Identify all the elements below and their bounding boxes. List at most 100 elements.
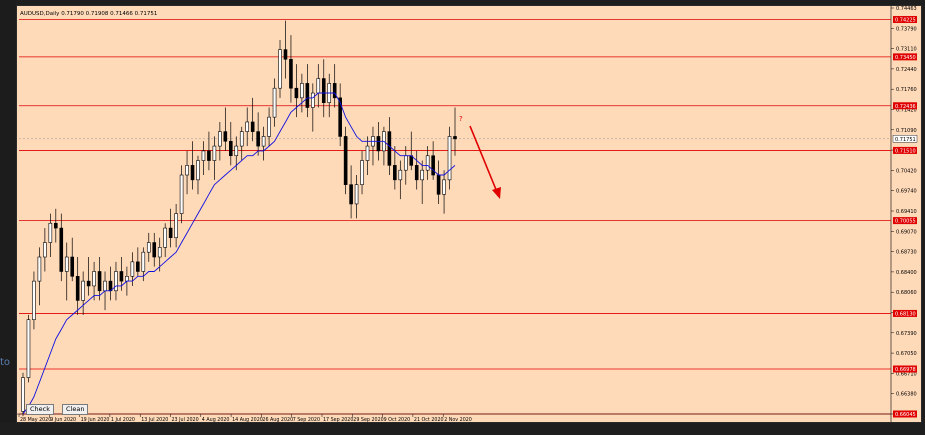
candle-body — [37, 256, 42, 282]
candle-body — [294, 87, 299, 99]
level-price-tag — [893, 146, 917, 154]
check-button[interactable]: Check — [26, 404, 54, 415]
price-tick-label: 0.67390 — [896, 331, 917, 337]
time-tick-label: 14 Aug 2020 — [232, 417, 263, 422]
candle-body — [343, 136, 348, 185]
candle-body — [442, 179, 446, 195]
candle-body — [349, 184, 353, 205]
candle-body — [212, 145, 217, 161]
time-tick-label: 9 Jun 2020 — [50, 417, 76, 422]
time-tick-label: 4 Aug 2020 — [202, 417, 230, 422]
current-price-label: 0.71751 — [895, 137, 916, 143]
price-tick-label: 0.69070 — [896, 229, 917, 235]
candle-body — [146, 242, 151, 253]
candle-body — [32, 280, 36, 321]
annotation-question-mark: ? — [459, 115, 463, 123]
candle-body — [81, 280, 85, 301]
candle-body — [250, 121, 255, 132]
candle-body — [387, 131, 392, 166]
price-tick-label: 0.69740 — [896, 189, 917, 195]
candle-body — [338, 97, 342, 137]
candle-body — [453, 136, 457, 140]
candle-body — [420, 169, 424, 181]
candle-body — [92, 271, 96, 287]
candle-body — [64, 256, 69, 272]
price-chart[interactable]: AUDUSD,Daily 0.71790 0.71908 0.71466 0.7… — [17, 6, 921, 422]
candle-body — [360, 160, 364, 185]
candle-body — [174, 213, 178, 239]
level-price-tag — [893, 309, 917, 317]
time-tick-label: 9 Oct 2020 — [384, 417, 411, 422]
price-tick-label: 0.69410 — [896, 209, 917, 215]
candle-body — [152, 242, 157, 258]
candle-body — [54, 222, 58, 229]
candle-body — [86, 280, 91, 287]
candle-body — [321, 78, 326, 103]
level-price-label: 0.74225 — [895, 17, 916, 23]
price-tick-label: 0.68060 — [896, 290, 917, 296]
candle-body — [267, 116, 271, 137]
candle-body — [163, 227, 167, 248]
candle-body — [300, 83, 304, 99]
time-tick-label: 21 Oct 2020 — [414, 417, 444, 422]
price-tick-label: 0.71090 — [896, 128, 917, 134]
candle-body — [431, 155, 435, 176]
candle-body — [190, 165, 195, 181]
clean-button[interactable]: Clean — [62, 404, 89, 415]
candle-body — [21, 377, 25, 412]
candle-body — [43, 242, 47, 258]
price-tick-label: 0.73110 — [896, 47, 917, 53]
candle-body — [218, 131, 222, 147]
time-tick-label: 23 Jul 2020 — [172, 417, 199, 422]
price-tick-label: 0.71420 — [896, 108, 917, 114]
time-tick-label: 19 Jun 2020 — [81, 417, 110, 422]
candle-body — [125, 276, 129, 282]
price-tick-label: 0.72440 — [896, 67, 917, 73]
time-tick-label: 29 Sep 2020 — [353, 417, 383, 422]
candle-body — [272, 87, 277, 118]
candle-body — [403, 155, 408, 171]
price-tick-label: 0.74463 — [896, 6, 917, 12]
candle-body — [157, 247, 162, 258]
candle-body — [196, 160, 200, 181]
candle-body — [278, 49, 282, 89]
status-strip — [0, 423, 925, 435]
candle-body — [136, 261, 140, 272]
time-tick-label: 13 Jul 2020 — [141, 417, 168, 422]
candle-body — [311, 92, 315, 108]
down-arrow-icon[interactable] — [469, 125, 501, 199]
level-price-tag — [893, 217, 917, 225]
time-tick-label: 28 May 2020 — [20, 417, 51, 422]
candle-body — [179, 174, 184, 214]
candle-body — [245, 121, 250, 132]
level-price-tag — [893, 365, 917, 373]
candle-body — [119, 271, 124, 282]
candle-body — [447, 136, 452, 181]
level-price-tag — [893, 53, 917, 61]
candle-body — [283, 49, 288, 60]
level-price-tag — [893, 15, 917, 23]
level-price-label: 0.68130 — [895, 311, 916, 317]
price-tick-label: 0.68730 — [896, 250, 917, 256]
candle-body — [185, 165, 189, 176]
candle-body — [289, 58, 293, 89]
moving-average-line — [22, 92, 456, 415]
chart-window[interactable]: AUDUSD,Daily 0.71790 0.71908 0.71466 0.7… — [16, 5, 922, 423]
candle-body — [332, 83, 337, 99]
level-price-label: 0.66978 — [895, 367, 916, 373]
time-tick-label: 1 Jul 2020 — [111, 417, 135, 422]
left-panel: to — [0, 0, 16, 435]
price-tick-label: 0.70420 — [896, 168, 917, 174]
candle-body — [261, 136, 266, 147]
level-price-label: 0.66045 — [895, 412, 916, 418]
price-tick-label: 0.66380 — [896, 392, 917, 398]
level-price-label: 0.72436 — [895, 104, 916, 110]
time-tick-label: 17 Sep 2020 — [323, 417, 353, 422]
candle-body — [97, 271, 102, 292]
level-price-tag — [893, 410, 917, 418]
candle-body — [414, 165, 419, 181]
candle-body — [114, 271, 118, 292]
candle-body — [436, 174, 441, 195]
left-edge-text: to — [0, 357, 11, 368]
candle-body — [59, 227, 64, 272]
